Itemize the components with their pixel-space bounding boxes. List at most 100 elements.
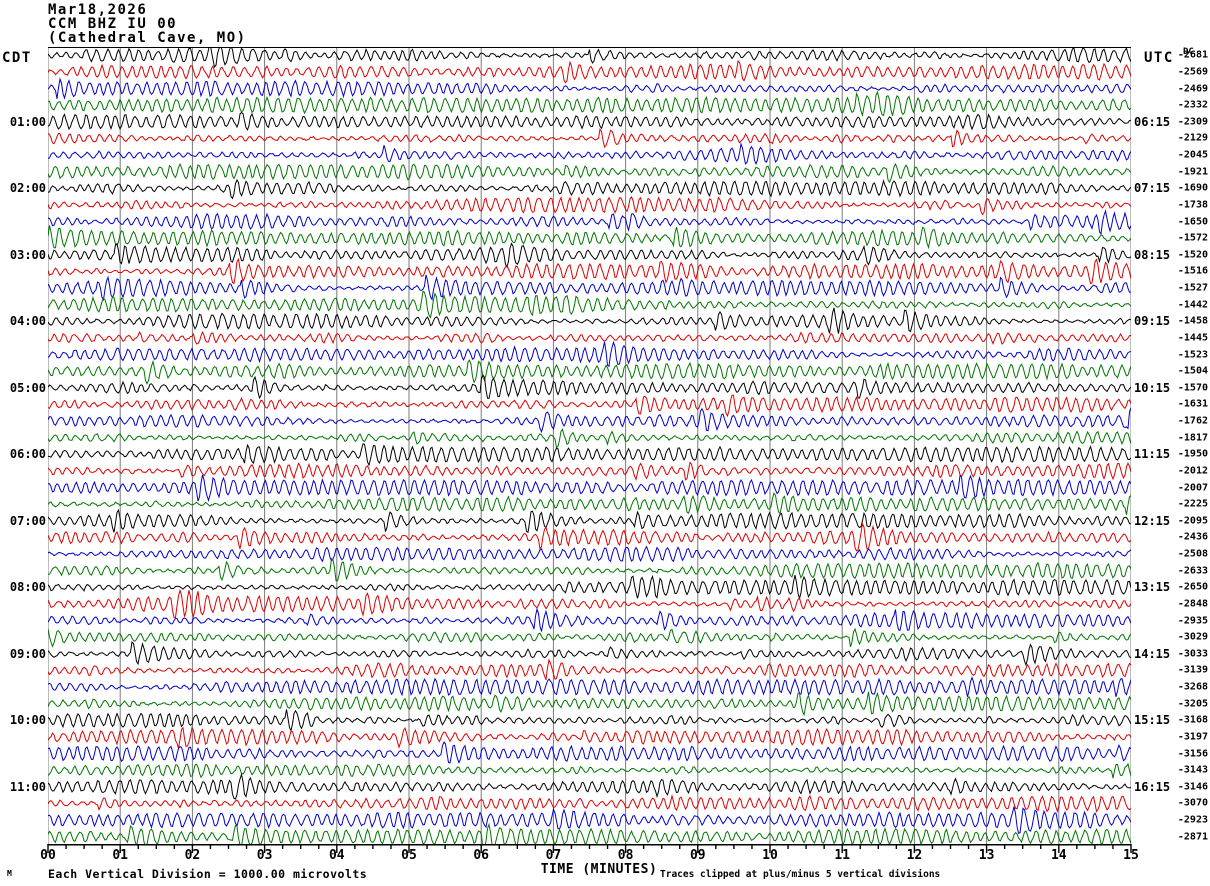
dc-offset-value: -2508 [1177, 548, 1208, 560]
seismic-trace [48, 428, 1131, 450]
utc-hour-label: 07:15 [1134, 181, 1171, 196]
x-tick-label: 00 [40, 848, 56, 863]
seismic-trace [48, 443, 1131, 467]
x-tick-label: 05 [401, 848, 417, 863]
dc-offset-value: -1442 [1177, 299, 1208, 311]
x-tick-label: 08 [617, 848, 634, 863]
seismic-trace [48, 242, 1131, 269]
seismic-trace [48, 772, 1131, 800]
dc-offset-value: -2681 [1177, 49, 1208, 61]
seismic-trace [48, 290, 1131, 319]
seismic-trace [48, 195, 1131, 216]
dc-offset-value: -1570 [1177, 382, 1208, 394]
cdt-hour-label: 08:00 [9, 580, 46, 595]
seismic-trace [48, 162, 1131, 184]
x-tick-label: 03 [256, 848, 273, 863]
seismic-trace [48, 47, 1131, 69]
seismic-trace [48, 640, 1131, 667]
seismic-trace [48, 178, 1131, 200]
seismic-trace [48, 691, 1131, 717]
dc-offset-value: -1650 [1177, 216, 1208, 228]
dc-offset-value: -3168 [1177, 714, 1208, 726]
utc-hour-label: 13:15 [1134, 580, 1171, 595]
dc-offset-value: -3146 [1177, 781, 1208, 793]
dc-offset-value: -3143 [1177, 764, 1208, 776]
utc-hour-label: 11:15 [1134, 447, 1171, 462]
clip-note: Traces clipped at plus/minus 5 vertical … [660, 869, 941, 880]
cdt-hour-label: 10:00 [9, 713, 46, 728]
x-tick-label: 06 [473, 848, 490, 863]
seismic-trace [48, 474, 1131, 502]
seismic-trace [48, 461, 1131, 481]
utc-hour-label: 15:15 [1134, 713, 1171, 728]
seismic-trace [48, 627, 1131, 648]
utc-hour-label: 08:15 [1134, 247, 1171, 262]
cdt-hour-label: 01:00 [9, 114, 46, 129]
scale-note: Each Vertical Division = 1000.00 microvo… [48, 867, 368, 881]
utc-hour-label: 12:15 [1134, 513, 1171, 528]
utc-axis-title: UTC [1144, 50, 1174, 66]
dc-offset-value: -2007 [1177, 482, 1208, 494]
dc-offset-value: -1458 [1177, 315, 1208, 327]
time-axis [47, 844, 1132, 853]
dc-offset-value: -1572 [1177, 232, 1208, 244]
dc-offset-value: -1504 [1177, 365, 1208, 377]
dc-offset-value: -3139 [1177, 664, 1208, 676]
dc-offset-value: -2095 [1177, 515, 1208, 527]
x-tick-label: 09 [689, 848, 706, 863]
seismic-trace [48, 822, 1131, 845]
dc-offset-value: -1921 [1177, 166, 1208, 178]
seismic-trace [48, 607, 1131, 632]
seismic-trace [48, 794, 1131, 813]
dc-offset-value: -3033 [1177, 648, 1208, 660]
dc-offset-value: -3268 [1177, 681, 1208, 693]
utc-hour-label: 06:15 [1134, 114, 1171, 129]
utc-hour-label: 10:15 [1134, 380, 1171, 395]
dc-offset-value: -1520 [1177, 249, 1208, 261]
seismic-trace [48, 492, 1131, 515]
utc-hour-label: 09:15 [1134, 314, 1171, 329]
dc-offset-value: -2045 [1177, 149, 1208, 161]
x-tick-label: 15 [1123, 848, 1139, 863]
cdt-axis-title: CDT [2, 50, 32, 66]
seismic-trace [48, 574, 1131, 601]
seismic-trace [48, 676, 1131, 697]
dc-offset-value: -2569 [1177, 66, 1208, 78]
x-tick-label: 12 [906, 848, 923, 863]
dc-offset-value: -3197 [1177, 731, 1208, 743]
x-axis-title: TIME (MINUTES) [540, 862, 658, 877]
seismic-trace [48, 508, 1131, 534]
dc-offset-value: -1950 [1177, 448, 1208, 460]
dc-offset-value: -3205 [1177, 698, 1208, 710]
dc-offset-value: -2871 [1177, 831, 1208, 843]
dc-offset-value: -1516 [1177, 265, 1208, 277]
seismic-trace [48, 522, 1131, 552]
utc-hour-label: 16:15 [1134, 779, 1171, 794]
dc-offset-value: -1631 [1177, 398, 1208, 410]
x-tick-label: 02 [184, 848, 201, 863]
seismic-trace [48, 209, 1131, 236]
seismic-trace [48, 257, 1131, 285]
cdt-hour-label: 03:00 [9, 247, 46, 262]
seismic-trace [48, 806, 1131, 834]
header-date: Mar18,2026 [48, 2, 148, 18]
cdt-hour-label: 05:00 [9, 380, 46, 395]
seismic-trace [48, 545, 1131, 563]
dc-offset-value: -3156 [1177, 748, 1208, 760]
header-location: (Cathedral Cave, MO) [48, 30, 247, 46]
minute-gridlines [48, 47, 1131, 845]
seismic-trace [48, 77, 1131, 100]
seismic-trace [48, 340, 1131, 368]
dc-offset-value: -1738 [1177, 199, 1208, 211]
cdt-hour-label: 04:00 [9, 314, 46, 329]
dc-offset-value: -3029 [1177, 631, 1208, 643]
seismic-trace [48, 394, 1131, 418]
seismic-trace [48, 374, 1131, 400]
seismic-trace [48, 709, 1131, 732]
cdt-hour-label: 11:00 [9, 779, 46, 794]
seismic-trace [48, 274, 1131, 302]
seismic-trace [48, 762, 1131, 779]
dc-offset-value: -2129 [1177, 132, 1208, 144]
x-tick-label: 11 [834, 848, 851, 863]
x-tick-label: 10 [762, 848, 778, 863]
